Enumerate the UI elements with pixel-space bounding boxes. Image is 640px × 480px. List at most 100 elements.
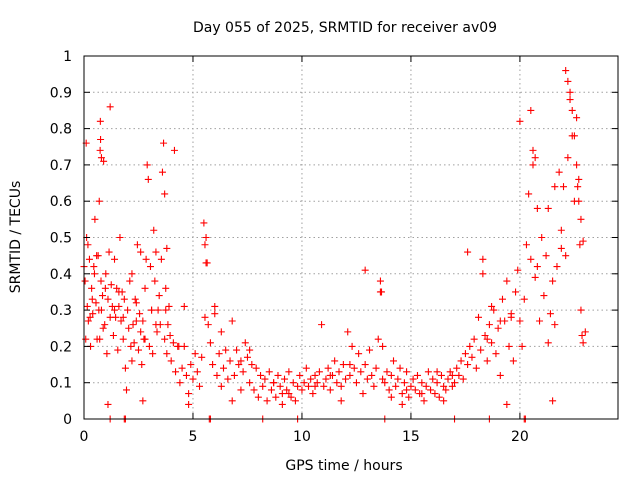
data-point	[479, 270, 487, 278]
data-point	[562, 67, 570, 75]
data-point	[376, 277, 384, 285]
data-point	[185, 400, 193, 408]
data-point	[577, 215, 585, 223]
data-point	[127, 342, 135, 350]
data-point	[466, 342, 474, 350]
data-point	[272, 393, 280, 401]
data-point	[498, 295, 506, 303]
data-point	[259, 382, 267, 390]
y-tick-label: 0.9	[50, 85, 72, 101]
data-point	[359, 390, 367, 398]
data-point	[516, 317, 524, 325]
data-point	[318, 321, 326, 329]
data-point	[202, 234, 210, 241]
data-point	[128, 357, 136, 365]
data-point	[109, 332, 117, 340]
data-point	[481, 332, 489, 340]
data-point	[134, 346, 142, 354]
data-point	[112, 313, 120, 321]
data-point	[141, 284, 149, 292]
data-point	[153, 328, 161, 336]
data-point	[533, 263, 541, 271]
data-point	[575, 175, 583, 183]
data-point	[270, 379, 278, 387]
data-point	[374, 335, 382, 343]
data-point	[551, 183, 559, 191]
y-axis-label: SRMTID / TECUs	[8, 181, 24, 294]
data-point	[304, 382, 312, 390]
data-point	[196, 382, 204, 390]
data-point	[573, 161, 581, 169]
data-point	[180, 302, 188, 310]
axis-ticks	[83, 55, 618, 420]
data-point	[564, 77, 572, 85]
data-point	[311, 382, 319, 390]
data-point	[300, 379, 308, 387]
data-point	[137, 328, 145, 336]
data-point	[514, 266, 522, 274]
data-point	[496, 371, 504, 379]
data-point	[287, 393, 295, 401]
data-point	[90, 263, 98, 271]
data-point	[157, 255, 165, 263]
data-point	[451, 379, 459, 387]
data-point	[85, 255, 93, 263]
data-point	[169, 339, 177, 347]
data-point	[503, 400, 511, 408]
data-point	[448, 371, 456, 379]
data-point	[307, 375, 315, 383]
data-point	[551, 321, 559, 329]
data-point	[141, 335, 149, 343]
data-point	[257, 371, 265, 379]
data-point	[468, 353, 476, 361]
data-point	[93, 252, 101, 260]
data-point	[298, 386, 306, 394]
data-point	[346, 361, 354, 369]
data-point	[355, 350, 363, 358]
data-point	[132, 317, 140, 325]
data-point	[187, 361, 195, 369]
data-point	[562, 252, 570, 260]
data-point	[379, 375, 387, 383]
data-point	[574, 183, 582, 191]
data-point	[111, 306, 119, 314]
data-point	[433, 379, 441, 387]
data-point	[378, 288, 386, 296]
data-point	[119, 335, 127, 343]
data-point	[235, 361, 243, 369]
data-point	[136, 310, 144, 318]
data-point	[107, 281, 115, 289]
data-point	[385, 386, 393, 394]
data-point	[533, 204, 541, 212]
data-point	[407, 382, 415, 390]
data-point	[124, 306, 132, 314]
data-point	[105, 248, 113, 256]
data-point	[488, 302, 496, 310]
data-point	[99, 324, 107, 332]
data-point	[138, 361, 146, 369]
data-point	[479, 255, 487, 263]
data-point	[91, 215, 99, 223]
data-point	[267, 386, 275, 394]
data-point	[281, 375, 289, 383]
data-point	[459, 375, 467, 383]
data-point	[461, 350, 469, 358]
data-point	[143, 161, 151, 169]
data-point	[578, 332, 586, 340]
data-point	[485, 321, 493, 329]
x-tick-label: 20	[511, 429, 529, 445]
data-point	[252, 364, 260, 372]
data-point	[139, 397, 147, 405]
data-point	[352, 379, 360, 387]
y-tick-label: 0.6	[50, 194, 72, 210]
data-point	[111, 255, 119, 263]
data-point	[204, 321, 212, 329]
data-point	[392, 382, 400, 390]
data-point	[285, 368, 293, 376]
data-point	[549, 397, 557, 405]
data-point	[477, 346, 485, 354]
data-point	[357, 368, 365, 376]
data-point	[490, 306, 498, 314]
data-point	[178, 364, 186, 372]
data-point	[96, 335, 104, 343]
